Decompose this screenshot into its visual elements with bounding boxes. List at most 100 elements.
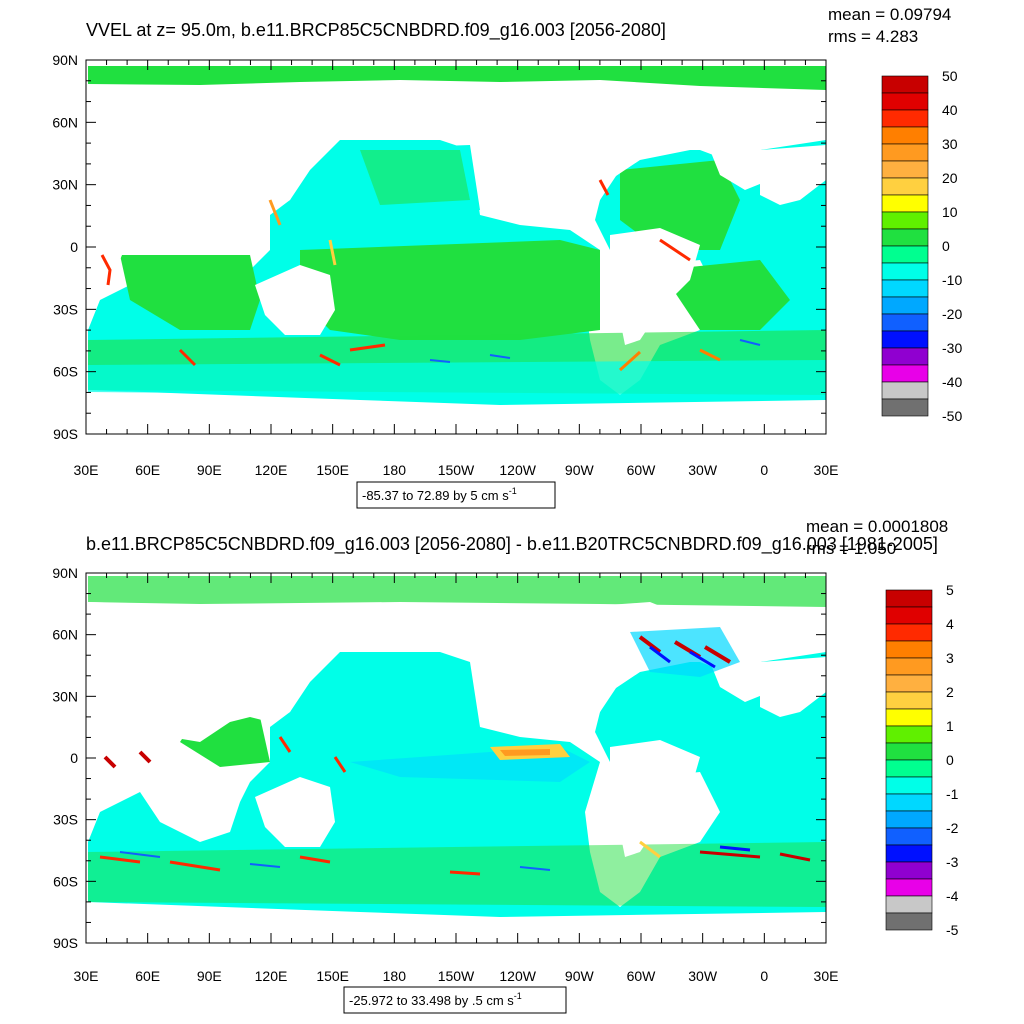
y-tick-label: 90N <box>52 52 78 68</box>
colorbar-label: 20 <box>942 170 958 186</box>
colorbar-label: 30 <box>942 136 958 152</box>
y-tick-label: 30S <box>53 812 78 828</box>
colorbar-label: -2 <box>946 820 959 836</box>
colorbar-label: -1 <box>946 786 959 802</box>
colorbar-swatch <box>881 177 929 196</box>
colorbar-swatch <box>885 725 933 744</box>
colorbar-swatch <box>881 381 929 400</box>
colorbar-swatch <box>881 92 929 111</box>
colorbar-swatch <box>881 364 929 383</box>
colorbar-swatch <box>881 194 929 213</box>
colorbar-swatch <box>885 878 933 897</box>
colorbar-swatch <box>881 109 929 128</box>
colorbar-swatch <box>881 330 929 349</box>
colorbar-swatch <box>881 75 929 94</box>
axes: 30E 60E 90E 120E 150E 180 150W 120W 90W 60W 30W 0 30… <box>52 565 838 984</box>
colorbar-swatch <box>885 606 933 625</box>
range-text: -85.37 to 72.89 by 5 cm s-1 <box>362 486 517 503</box>
colorbar-swatch <box>881 160 929 179</box>
x-tick-label: 150W <box>438 462 475 478</box>
colorbar-label: 2 <box>946 684 954 700</box>
colorbar-label: 5 <box>946 582 954 598</box>
x-tick-label: 30E <box>814 462 839 478</box>
colorbar-swatch <box>881 347 929 366</box>
y-tick-label: 30N <box>52 688 78 704</box>
colorbar-swatch <box>885 793 933 812</box>
colorbar: 50 40 30 20 10 0 -10 -20 -30 -40 -50 <box>881 68 962 424</box>
map-field <box>86 60 826 434</box>
colorbar-swatch <box>885 623 933 642</box>
colorbar-label: -4 <box>946 888 959 904</box>
y-tick-label: 60N <box>52 114 78 130</box>
colorbar-swatch <box>885 827 933 846</box>
x-tick-label: 90E <box>197 968 222 984</box>
colorbar-swatch <box>885 674 933 693</box>
colorbar-label: 4 <box>946 616 954 632</box>
x-tick-label: 90W <box>565 462 595 478</box>
x-tick-label: 150E <box>316 968 349 984</box>
colorbar-label: 50 <box>942 68 958 84</box>
colorbar-label: -20 <box>942 306 962 322</box>
x-tick-label: 60E <box>135 462 160 478</box>
colorbar-swatch <box>885 657 933 676</box>
y-tick-label: 60N <box>52 627 78 643</box>
x-tick-label: 60W <box>627 462 657 478</box>
x-tick-label: 120E <box>255 462 288 478</box>
range-box <box>356 481 556 509</box>
x-tick-label: 30W <box>688 462 718 478</box>
colorbar-label: -10 <box>942 272 962 288</box>
axes: 30E 60E 90E 120E 150E 180 150W 120W 90W 60W 30W 0 30… <box>52 52 838 478</box>
x-tick-label: 30E <box>74 462 99 478</box>
x-tick-label: 150W <box>438 968 475 984</box>
colorbar-swatch <box>881 228 929 247</box>
colorbar-label: 0 <box>942 238 950 254</box>
chart-title: b.e11.BRCP85C5CNBDRD.f09_g16.003 [2056-2… <box>86 534 938 555</box>
colorbar-swatch <box>881 398 929 417</box>
x-tick-label: 120W <box>499 462 536 478</box>
colorbar-label: 1 <box>946 718 954 734</box>
colorbar-label: -5 <box>946 922 959 938</box>
x-tick-label: 150E <box>316 462 349 478</box>
y-tick-label: 30S <box>53 301 78 317</box>
map-field <box>86 573 826 943</box>
colorbar-label: 0 <box>946 752 954 768</box>
colorbar-label: -40 <box>942 374 962 390</box>
bottom-map-svg: b.e11.BRCP85C5CNBDRD.f09_g16.003 [2056-2… <box>52 517 959 1014</box>
colorbar-swatch <box>885 912 933 931</box>
y-tick-label: 30N <box>52 177 78 193</box>
colorbar-swatch <box>885 742 933 761</box>
x-tick-label: 90E <box>197 462 222 478</box>
colorbar-swatch <box>881 279 929 298</box>
x-tick-label: 0 <box>760 462 768 478</box>
colorbar-swatch <box>885 861 933 880</box>
chart-title: VVEL at z= 95.0m, b.e11.BRCP85C5CNBDRD.f… <box>86 20 666 41</box>
colorbar-swatch <box>885 708 933 727</box>
range-box <box>343 986 567 1014</box>
mean-text: mean = 0.09794 <box>828 5 951 24</box>
colorbar-swatch <box>885 895 933 914</box>
x-tick-label: 30E <box>74 968 99 984</box>
y-tick-label: 60S <box>53 364 78 380</box>
x-tick-label: 30E <box>814 968 839 984</box>
colorbar-label: -3 <box>946 854 959 870</box>
colorbar-swatch <box>881 245 929 264</box>
colorbar-swatch <box>881 211 929 230</box>
colorbar-swatch <box>885 810 933 829</box>
colorbar-swatch <box>885 589 933 608</box>
colorbar-swatch <box>881 143 929 162</box>
x-tick-label: 60E <box>135 968 160 984</box>
colorbar-label: -30 <box>942 340 962 356</box>
x-tick-label: 120E <box>255 968 288 984</box>
y-tick-label: 0 <box>70 750 78 766</box>
x-tick-label: 0 <box>760 968 768 984</box>
top-map-panel: VVEL at z= 95.0m, b.e11.BRCP85C5CNBDRD.f… <box>52 5 962 509</box>
rms-text: rms = 1.050 <box>806 539 896 558</box>
colorbar: 5 4 3 2 1 0 -1 -2 -3 -4 -5 <box>885 582 959 938</box>
colorbar-swatch <box>881 126 929 145</box>
colorbar-swatch <box>885 691 933 710</box>
x-tick-label: 60W <box>627 968 657 984</box>
colorbar-label: -50 <box>942 408 962 424</box>
y-tick-label: 90N <box>52 565 78 581</box>
mean-text: mean = 0.0001808 <box>806 517 948 536</box>
colorbar-swatch <box>881 313 929 332</box>
